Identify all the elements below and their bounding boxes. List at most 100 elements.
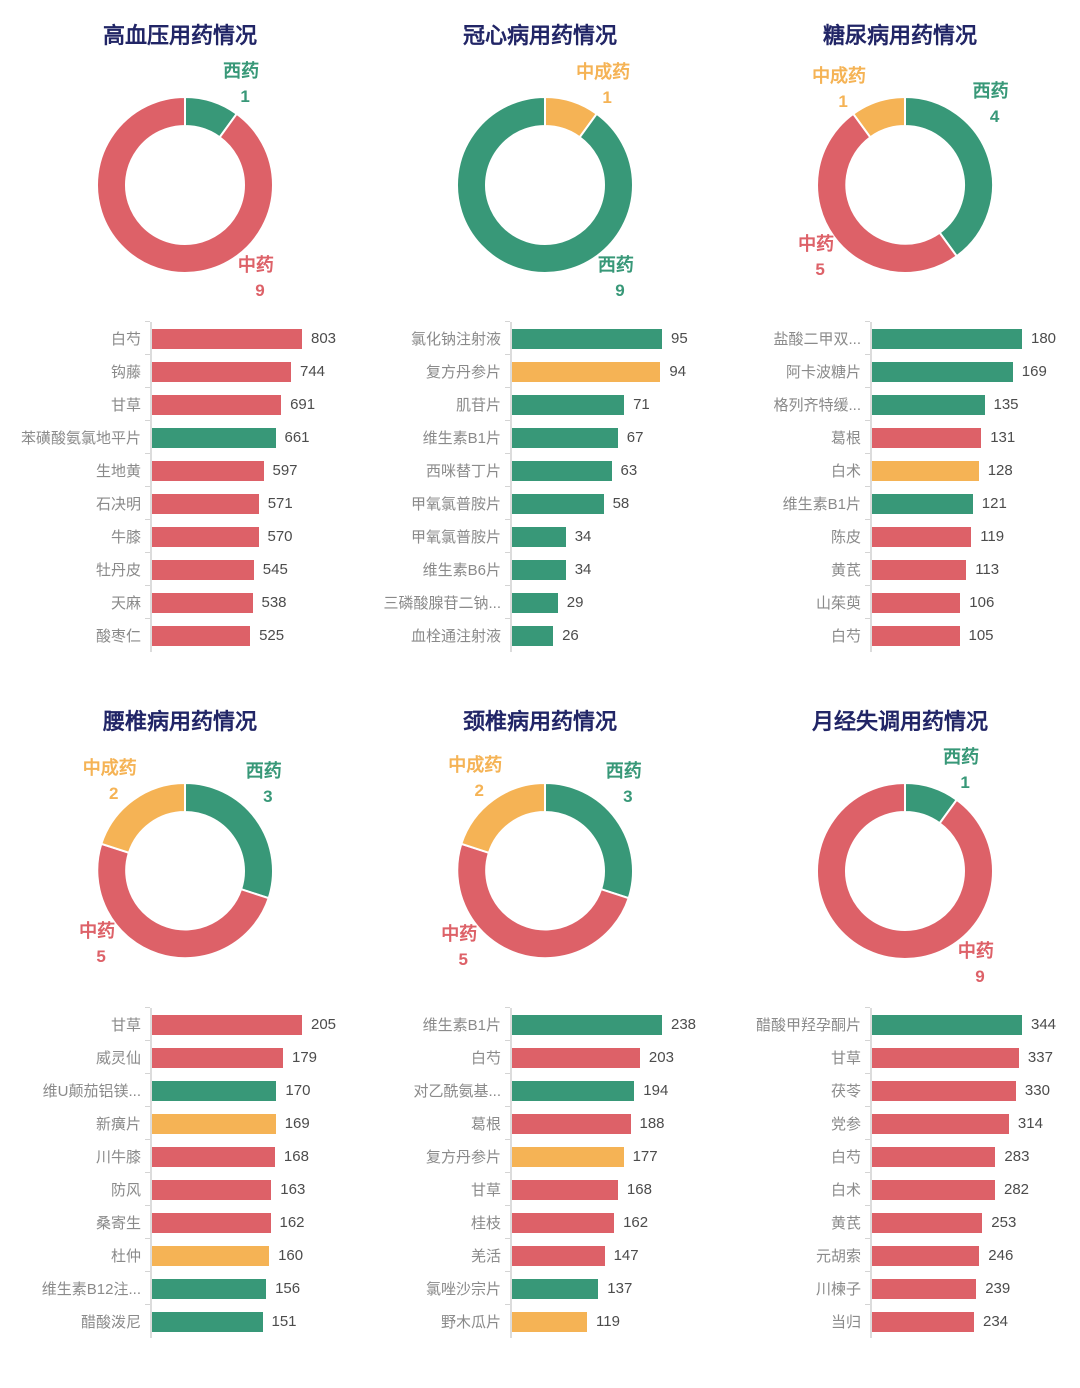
- bar: [152, 361, 291, 382]
- donut-label-chinese-patent: 中成药: [812, 66, 867, 87]
- bar-row: 牡丹皮 545: [0, 552, 360, 586]
- donut-value-western: 3: [623, 787, 633, 807]
- bar: [512, 493, 604, 514]
- bar-label: 对乙酰氨基...: [413, 1083, 501, 1100]
- bar-row: 维生素B12注... 156: [0, 1271, 360, 1305]
- donut-label-chinese-herbal: 中药: [237, 254, 274, 275]
- bar-row: 茯苓 330: [720, 1073, 1080, 1107]
- bar-label: 当归: [830, 1314, 861, 1331]
- bar: [512, 1278, 599, 1299]
- bar: [152, 1014, 302, 1035]
- bar-row: 甲氧氯普胺片 58: [360, 486, 720, 520]
- bar: [152, 559, 254, 580]
- bar-row: 党参 314: [720, 1106, 1080, 1140]
- donut-chart: 西药 3 中药 5 中成药 2: [360, 740, 720, 1008]
- bar-label: 川牛膝: [95, 1149, 141, 1166]
- bar-row: 阿卡波糖片 169: [720, 354, 1080, 388]
- bar-row: 天麻 538: [0, 585, 360, 619]
- bar-label: 三磷酸腺苷二钠...: [383, 595, 501, 612]
- bar-value: 571: [267, 495, 293, 512]
- bar-chart: 盐酸二甲双... 180 阿卡波糖片 169 格列齐特缓... 135 葛根 131 白术 128…: [720, 321, 1080, 652]
- donut-ring: [816, 781, 994, 960]
- bar: [152, 328, 302, 349]
- bar-label: 钩藤: [110, 364, 141, 381]
- donut-value-western: 3: [263, 787, 273, 807]
- bar-label: 白芍: [470, 1050, 501, 1067]
- donut-value-chinese-patent: 1: [602, 87, 612, 107]
- bar-row: 川楝子 239: [720, 1271, 1080, 1305]
- bar-track: 169: [145, 1106, 360, 1140]
- bar-row: 甘草 205: [0, 1007, 360, 1041]
- donut-segment-chinese-herbal: [456, 842, 630, 960]
- bar-track: 147: [505, 1238, 720, 1272]
- bar-label: 杜仲: [110, 1248, 141, 1265]
- donut-value-chinese-patent: 1: [838, 92, 848, 112]
- bar-value: 283: [1004, 1148, 1030, 1165]
- bar-track: 63: [505, 453, 720, 487]
- bar-label: 复方丹参片: [425, 364, 501, 381]
- bar-value: 156: [275, 1280, 301, 1297]
- bar-label: 牛膝: [110, 529, 141, 546]
- donut-segment-western: [544, 781, 634, 900]
- donut-ring: [456, 95, 634, 274]
- bar: [512, 394, 625, 415]
- bar-track: 525: [145, 618, 360, 652]
- bar-label: 新癀片: [95, 1116, 141, 1133]
- bar-label: 氯化钠注射液: [410, 331, 501, 348]
- bar-track: 94: [505, 354, 720, 388]
- donut-value-chinese-herbal: 5: [458, 950, 468, 970]
- bar-label: 羌活: [470, 1248, 501, 1265]
- donut-value-chinese-herbal: 5: [96, 947, 106, 967]
- bar-row: 黄芪 113: [720, 552, 1080, 586]
- bar-value: 525: [259, 627, 285, 644]
- bar-track: 137: [505, 1271, 720, 1305]
- bar-label: 白芍: [110, 331, 141, 348]
- bar-track: 239: [865, 1271, 1080, 1305]
- bar-label: 野木瓜片: [440, 1314, 501, 1331]
- donut-segment-chinese-patent: [100, 781, 186, 855]
- bar-value: 113: [975, 561, 1000, 578]
- bar-track: 151: [145, 1304, 360, 1338]
- bar-label: 甘草: [830, 1050, 861, 1067]
- bar-track: 179: [145, 1040, 360, 1074]
- bar-value: 188: [639, 1115, 665, 1132]
- donut-value-western: 9: [615, 280, 625, 300]
- bar-track: 162: [145, 1205, 360, 1239]
- dashboard: 高血压用药情况 西药 1 中药 9 白芍 803 钩藤 744 甘草 691 苯磺酸氨氯地平片 661 生…: [0, 23, 1080, 1338]
- bar-label: 黄芪: [830, 562, 861, 579]
- donut-value-chinese-herbal: 9: [975, 966, 985, 986]
- bar-value: 570: [267, 528, 293, 545]
- bar-value: 170: [285, 1082, 311, 1099]
- donut-label-chinese-herbal: 中药: [79, 921, 116, 942]
- bar-track: 156: [145, 1271, 360, 1305]
- donut-value-chinese-herbal: 9: [255, 280, 265, 300]
- bar: [872, 1113, 1009, 1134]
- bar-row: 西咪替丁片 63: [360, 453, 720, 487]
- bar-row: 防风 163: [0, 1172, 360, 1206]
- bar-label: 白芍: [830, 628, 861, 645]
- bar: [872, 1014, 1022, 1035]
- donut-segment-chinese-herbal: [96, 95, 274, 274]
- donut-segment-chinese-herbal: [816, 112, 959, 274]
- donut-label-western: 西药: [943, 746, 980, 767]
- donut-value-chinese-patent: 2: [474, 780, 485, 800]
- bar-label: 生地黄: [95, 463, 141, 480]
- bar-value: 246: [988, 1247, 1014, 1264]
- donut-label-western: 西药: [972, 80, 1009, 101]
- bar: [152, 1113, 276, 1134]
- bar-track: 571: [145, 486, 360, 520]
- donut-label-western: 西药: [245, 761, 282, 782]
- donut-ring: [456, 781, 634, 960]
- bar-label: 甲氧氯普胺片: [410, 529, 501, 546]
- bar-value: 26: [562, 627, 579, 644]
- donut-chart: 西药 1 中药 9: [720, 740, 1080, 1008]
- bar-label: 防风: [110, 1182, 141, 1199]
- bar: [512, 1311, 587, 1332]
- donut-value-western: 4: [989, 106, 1000, 126]
- bar-row: 甘草 337: [720, 1040, 1080, 1074]
- bar-track: 95: [505, 321, 720, 355]
- bar-track: 163: [145, 1172, 360, 1206]
- bar-track: 177: [505, 1139, 720, 1173]
- donut-chart: 中成药 1 西药 9: [360, 54, 720, 322]
- bar-row: 黄芪 253: [720, 1205, 1080, 1239]
